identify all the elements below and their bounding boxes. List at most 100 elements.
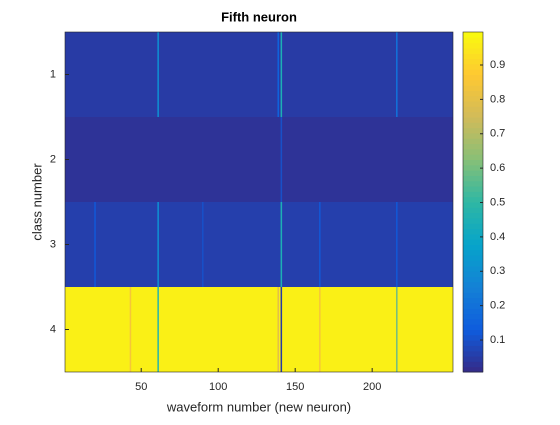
colorbar-tick-label: 0.1 xyxy=(490,334,505,346)
colorbar-swatch xyxy=(463,196,483,203)
colorbar-swatch xyxy=(463,334,483,341)
colorbar-tick-label: 0.2 xyxy=(490,300,505,312)
colorbar-swatch xyxy=(463,318,483,325)
heatmap-cell xyxy=(277,32,280,117)
colorbar-swatch xyxy=(463,228,483,235)
colorbar-swatch xyxy=(463,366,483,373)
colorbar-swatch xyxy=(463,127,483,134)
colorbar-swatch xyxy=(463,122,483,129)
heatmap-row xyxy=(65,287,453,372)
colorbar-swatch xyxy=(463,42,483,49)
heatmap-cell xyxy=(319,202,321,287)
colorbar-swatch xyxy=(463,170,483,176)
x-axis-label: waveform number (new neuron) xyxy=(166,399,351,414)
colorbar-swatch xyxy=(463,356,483,362)
colorbar-swatch xyxy=(463,63,483,70)
heatmap-cell xyxy=(157,287,159,372)
colorbar-swatch xyxy=(463,260,483,267)
colorbar-swatch xyxy=(463,255,483,261)
colorbar-swatch xyxy=(463,143,483,150)
colorbar-swatch xyxy=(463,58,483,65)
colorbar-swatch xyxy=(463,186,483,192)
heatmap-row xyxy=(65,117,453,202)
colorbar-swatch xyxy=(463,111,483,118)
y-axis-label: class number xyxy=(29,163,44,241)
colorbar-swatch xyxy=(463,154,483,160)
x-tick-label: 150 xyxy=(286,381,304,393)
colorbar-swatch xyxy=(463,223,483,230)
colorbar-swatch xyxy=(463,90,483,97)
colorbar-swatch xyxy=(463,53,483,60)
colorbar-swatch xyxy=(463,345,483,352)
colorbar-tick-label: 0.6 xyxy=(490,162,505,174)
heatmap-cell xyxy=(280,117,283,202)
colorbar-swatch xyxy=(463,69,483,75)
colorbar-swatch xyxy=(463,95,483,102)
x-tick-label: 200 xyxy=(363,381,381,393)
colorbar-swatch xyxy=(463,202,483,208)
y-tick-label: 3 xyxy=(50,238,56,250)
colorbar-swatch xyxy=(463,281,483,288)
colorbar-swatch xyxy=(463,175,483,182)
colorbar-swatch xyxy=(463,308,483,315)
colorbar-swatch xyxy=(463,244,483,251)
colorbar-tick-label: 0.9 xyxy=(490,59,505,71)
colorbar-swatch xyxy=(463,106,483,113)
chart-title: Fifth neuron xyxy=(221,9,297,24)
heatmap-cell xyxy=(129,287,132,372)
heatmap-cell xyxy=(396,287,398,372)
colorbar-swatch xyxy=(463,101,483,107)
colorbar-tick-label: 0.4 xyxy=(490,231,505,243)
colorbar-swatch xyxy=(463,340,483,346)
heatmap-cell xyxy=(277,287,280,372)
colorbar-swatch xyxy=(463,239,483,245)
heatmap-cell xyxy=(157,202,159,287)
colorbar-swatch xyxy=(463,191,483,198)
colorbar-swatch xyxy=(463,180,483,187)
colorbar-tick-label: 0.3 xyxy=(490,265,505,277)
heatmap-cell xyxy=(280,287,283,372)
colorbar-tick-label: 0.8 xyxy=(490,93,505,105)
plot-frame xyxy=(64,31,454,373)
colorbar-swatch xyxy=(463,276,483,283)
x-tick-label: 50 xyxy=(135,381,147,393)
colorbar-swatch xyxy=(463,207,483,214)
colorbar-swatch xyxy=(463,271,483,277)
colorbar-swatch xyxy=(463,287,483,293)
colorbar-swatch xyxy=(463,138,483,145)
colorbar-swatch xyxy=(463,324,483,330)
colorbar-swatch xyxy=(463,212,483,219)
colorbar-swatch xyxy=(463,329,483,336)
colorbar-swatch xyxy=(463,159,483,166)
colorbar-swatch xyxy=(463,292,483,299)
heatmap-cell xyxy=(157,32,159,117)
colorbar-swatch xyxy=(463,233,483,240)
colorbar-swatch xyxy=(463,132,483,139)
colorbar-swatch xyxy=(463,117,483,123)
y-tick-label: 1 xyxy=(50,68,56,80)
colorbar-swatch xyxy=(463,164,483,171)
colorbar-swatch xyxy=(463,302,483,309)
colorbar-swatch xyxy=(463,74,483,81)
colorbar-swatch xyxy=(463,249,483,256)
colorbar-tick-label: 0.7 xyxy=(490,128,505,140)
colorbar-swatch xyxy=(463,297,483,304)
colorbar-frame xyxy=(462,31,484,373)
heatmap-cell xyxy=(280,202,283,287)
colorbar-swatch xyxy=(463,79,483,86)
y-tick-label: 4 xyxy=(50,323,56,335)
colorbar-swatch xyxy=(463,37,483,44)
heatmap-cell xyxy=(280,32,283,117)
colorbar-swatch xyxy=(463,265,483,272)
colorbar-swatch xyxy=(463,350,483,357)
y-tick-label: 2 xyxy=(50,153,56,165)
heatmap-cell xyxy=(396,202,398,287)
heatmap-cell xyxy=(202,202,204,287)
colorbar-swatch xyxy=(463,32,483,38)
colorbar-swatch xyxy=(463,148,483,155)
heatmap-cell xyxy=(94,202,96,287)
heatmap-cell xyxy=(319,287,321,372)
colorbar-swatch xyxy=(463,361,483,368)
colorbar-swatch xyxy=(463,313,483,320)
